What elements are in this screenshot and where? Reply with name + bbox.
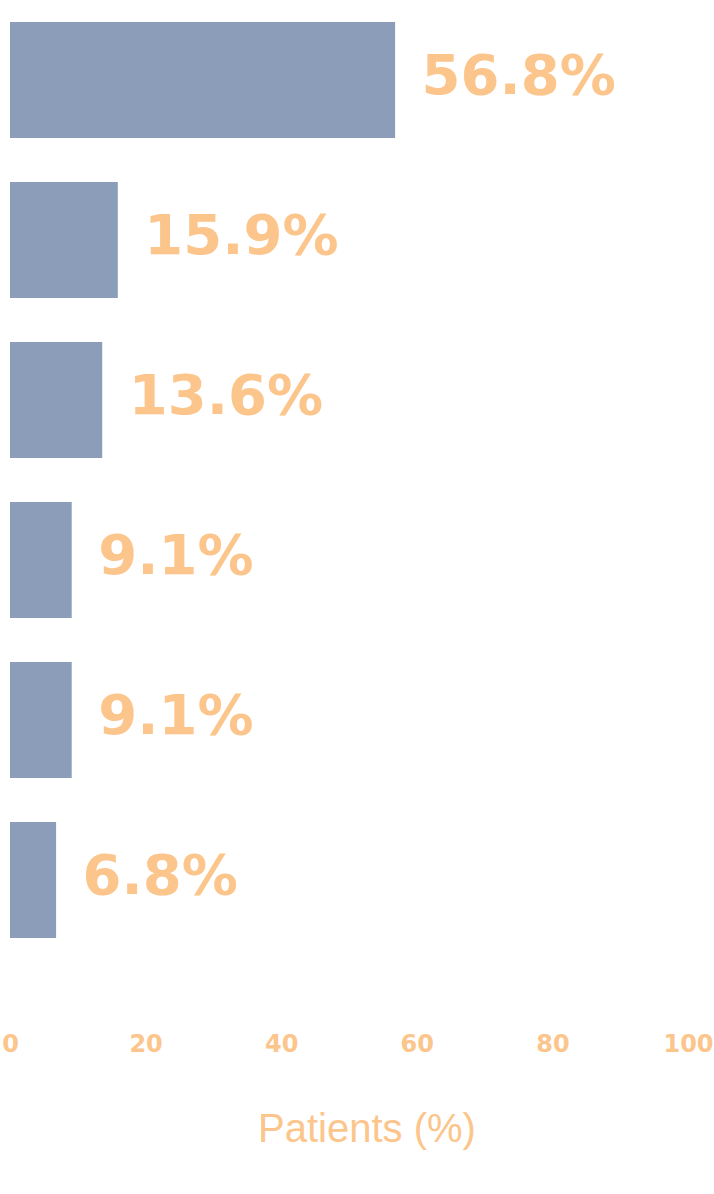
svg-text:15.9%: 15.9% [144, 202, 338, 267]
svg-text:56.8%: 56.8% [422, 42, 616, 107]
svg-text:100: 100 [663, 1030, 713, 1058]
svg-text:13.6%: 13.6% [129, 362, 323, 427]
svg-text:0: 0 [2, 1030, 19, 1058]
svg-text:6.8%: 6.8% [83, 842, 238, 907]
svg-text:20: 20 [129, 1030, 162, 1058]
svg-text:80: 80 [536, 1030, 569, 1058]
html-text:Patients (%): Patients (%) [258, 1106, 476, 1150]
svg-text:9.1%: 9.1% [98, 522, 253, 587]
svg-text:60: 60 [401, 1030, 434, 1058]
svg-text:9.1%: 9.1% [98, 682, 253, 747]
svg-text:40: 40 [265, 1030, 298, 1058]
